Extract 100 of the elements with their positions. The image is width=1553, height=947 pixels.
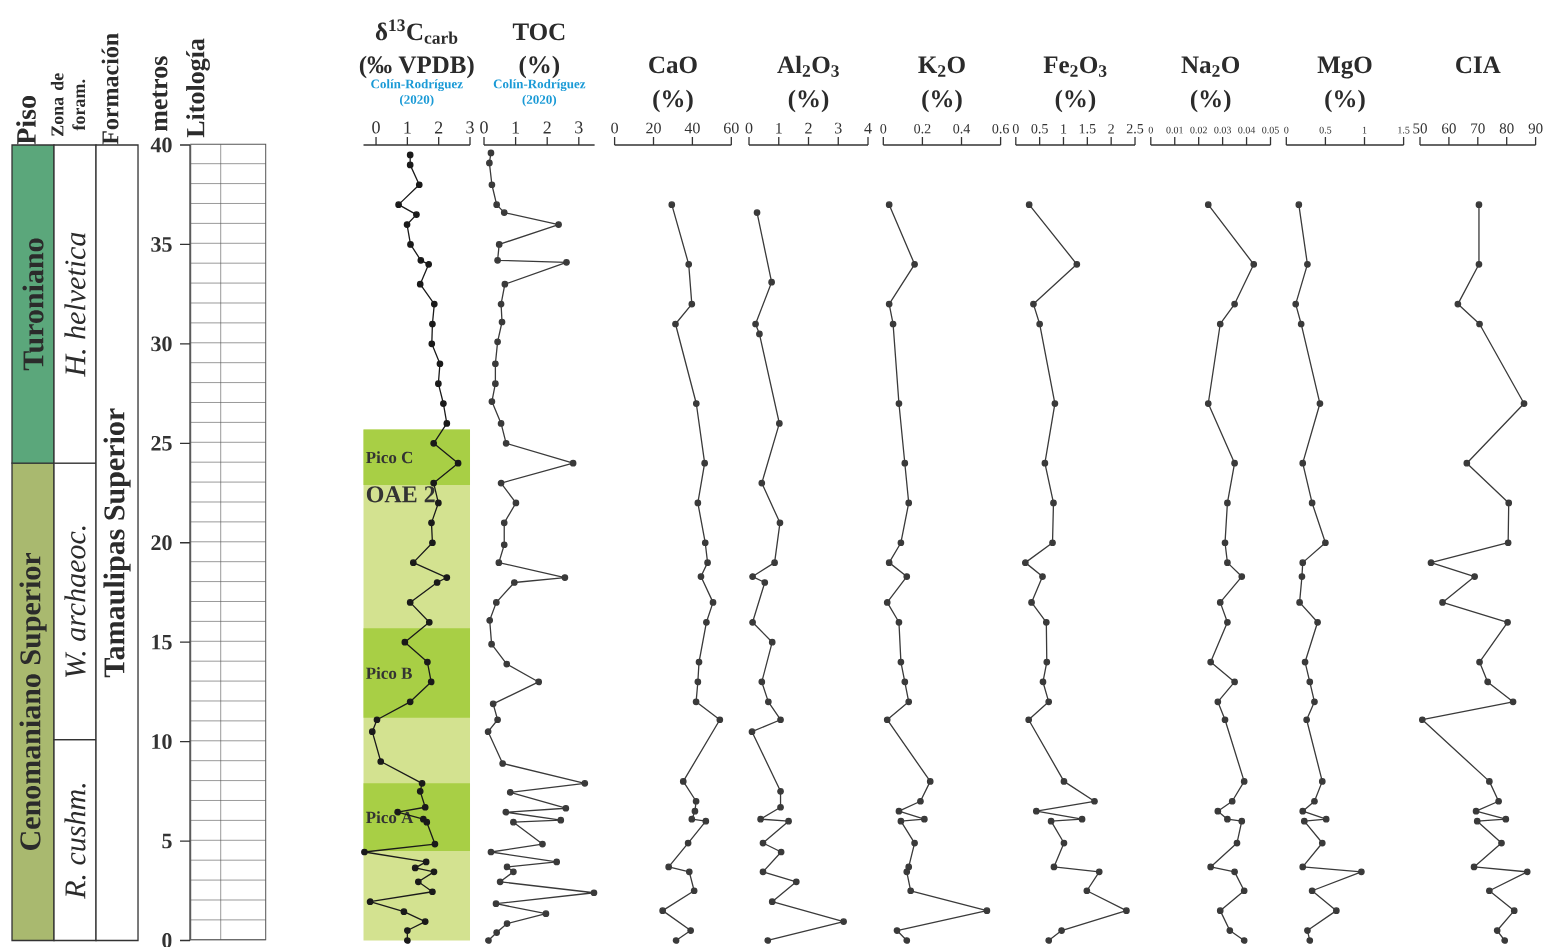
point	[429, 888, 436, 896]
point	[752, 320, 759, 328]
y-tick-label: 5	[162, 833, 172, 849]
point	[506, 788, 514, 796]
series-label: R. cushm.	[64, 784, 86, 899]
y-tick-label: 15	[152, 634, 172, 650]
point	[418, 780, 426, 787]
x-tick-label: Formación	[101, 33, 119, 145]
point	[672, 937, 680, 944]
x-tick-label: 0.04	[1238, 126, 1256, 134]
point	[703, 618, 710, 626]
point	[749, 573, 756, 580]
point	[777, 787, 784, 795]
point	[1214, 807, 1222, 815]
series-label: H. helvetica	[64, 232, 86, 377]
point	[492, 360, 499, 368]
x-axis-title: (%)	[653, 89, 693, 113]
point	[679, 778, 687, 785]
point	[1028, 599, 1035, 606]
point	[897, 658, 905, 666]
x-tick-label: 0.2	[914, 123, 931, 134]
point	[1318, 778, 1326, 785]
point	[768, 898, 776, 906]
point	[1427, 559, 1435, 566]
point	[1228, 797, 1236, 805]
point	[500, 519, 508, 527]
point	[500, 541, 508, 549]
point	[1439, 599, 1446, 606]
point	[1476, 658, 1483, 666]
point	[495, 559, 503, 566]
point	[692, 698, 700, 706]
point	[1095, 868, 1103, 876]
x-tick-label: 0	[745, 122, 753, 134]
point	[425, 260, 433, 268]
point	[1216, 907, 1224, 914]
point	[911, 260, 918, 268]
point	[1486, 887, 1493, 895]
point	[1311, 797, 1318, 805]
point	[1043, 658, 1051, 666]
point	[590, 889, 598, 897]
point	[500, 209, 508, 216]
y-tick-label: 25	[151, 435, 172, 451]
point	[484, 728, 492, 736]
point	[395, 201, 402, 208]
y-tick-label: 0	[162, 933, 172, 947]
point	[443, 574, 451, 581]
point	[1041, 459, 1049, 467]
point	[1298, 573, 1306, 580]
point	[694, 499, 702, 507]
point	[422, 858, 430, 866]
y-tick-label: 10	[152, 734, 172, 750]
x-tick-label: 1.5	[1079, 124, 1096, 134]
point	[777, 716, 784, 724]
point	[421, 918, 429, 925]
point	[557, 816, 565, 824]
point	[1021, 559, 1029, 566]
point	[921, 815, 928, 823]
point	[1049, 539, 1056, 547]
x-tick-label: 2	[434, 121, 443, 134]
point	[1504, 539, 1512, 547]
point	[403, 221, 411, 228]
y-tick-label: 20	[151, 535, 172, 551]
point	[709, 599, 717, 606]
y-axis-title: metros	[152, 56, 168, 132]
point	[492, 599, 500, 606]
point	[665, 863, 673, 871]
x-tick-label: 50	[1413, 123, 1427, 134]
point	[901, 459, 909, 467]
x-tick-label: 0	[611, 122, 618, 134]
point	[1510, 907, 1518, 914]
x-tick-label: 1	[404, 121, 411, 134]
point	[436, 360, 444, 368]
chart-title: δ$^{13}$C$_{carb}$	[375, 19, 458, 44]
point	[1039, 678, 1047, 686]
chart-subtitle: Colín-Rodríguez (2020)	[493, 79, 586, 107]
point	[1078, 815, 1086, 823]
point	[1299, 863, 1307, 871]
point	[417, 256, 425, 264]
point	[840, 918, 847, 925]
point	[1454, 300, 1462, 308]
point	[401, 638, 409, 646]
point	[1504, 618, 1511, 626]
point	[1484, 678, 1491, 686]
point	[430, 439, 438, 447]
point	[414, 878, 422, 886]
x-tick-label: 70	[1471, 123, 1485, 134]
point	[406, 599, 414, 606]
x-tick-label: 2	[1108, 124, 1114, 134]
point	[1473, 817, 1481, 825]
band-label: OAE 2	[366, 486, 435, 503]
point	[897, 539, 905, 547]
point	[542, 910, 550, 917]
point	[777, 803, 784, 811]
point	[409, 559, 417, 566]
point	[1314, 618, 1321, 626]
point	[1216, 599, 1224, 606]
point	[690, 887, 698, 895]
point	[502, 808, 510, 816]
point	[1224, 499, 1231, 507]
point	[771, 559, 778, 566]
